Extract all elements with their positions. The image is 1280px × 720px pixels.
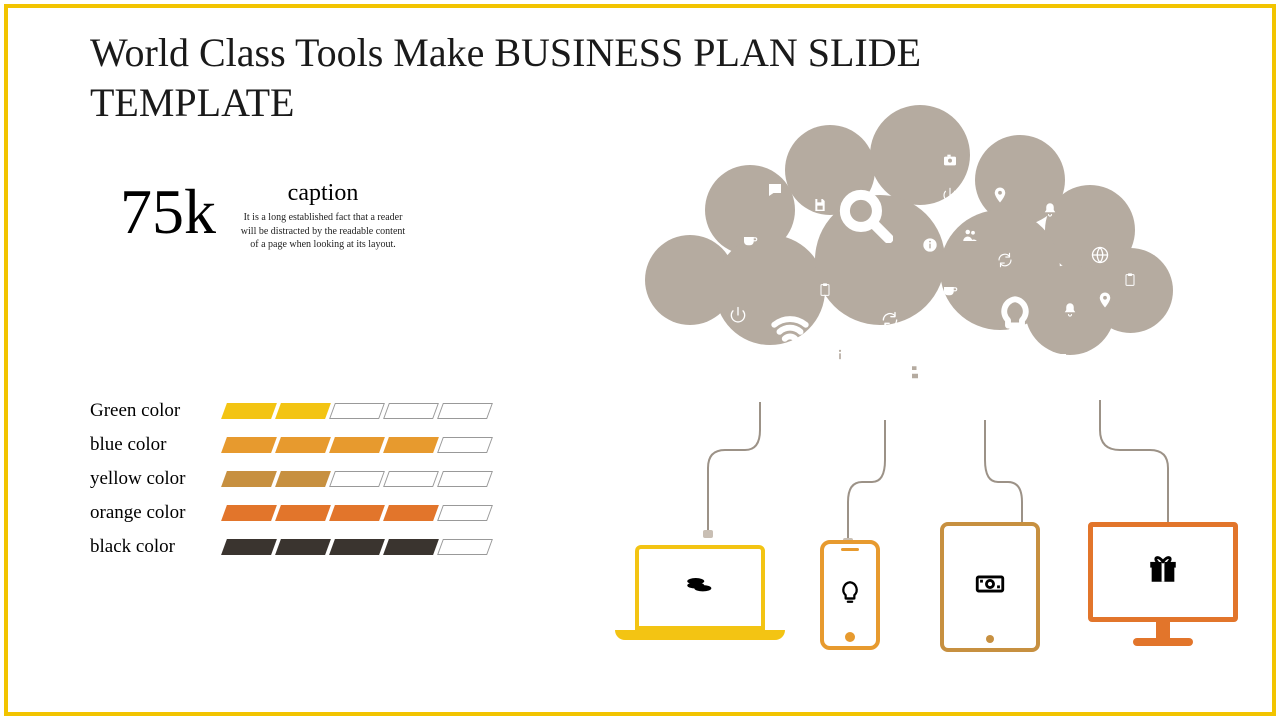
bar-label: yellow color [90, 468, 224, 490]
bell-icon [1061, 301, 1079, 319]
bar-row: yellow color [90, 468, 490, 490]
bar-label: blue color [90, 434, 224, 456]
globe-icon [1090, 245, 1110, 265]
phone-speaker [841, 548, 859, 551]
stat-value: 75k [120, 180, 216, 244]
bar-segment [383, 539, 439, 555]
power-icon [728, 305, 748, 325]
power-icon [941, 186, 959, 204]
bar-row: black color [90, 536, 490, 558]
clipboard-icon [817, 282, 833, 298]
phone-device [820, 540, 880, 650]
camera-icon [942, 152, 958, 168]
users-icon [961, 226, 979, 244]
gear-icon [959, 324, 981, 346]
bar-segment [275, 471, 331, 487]
bar-segment [221, 437, 277, 453]
chat-icon [1051, 351, 1069, 369]
stat-caption-title: caption [238, 180, 408, 207]
bar-segment [437, 505, 493, 521]
device-row [630, 510, 1240, 680]
bar-segment [221, 471, 277, 487]
bar-segment [329, 437, 385, 453]
bar-label: black color [90, 536, 224, 558]
pie-icon [771, 367, 789, 385]
bar-row: Green color [90, 400, 490, 422]
bar-segment [383, 403, 439, 419]
pin-icon [991, 186, 1009, 204]
tablet-body [940, 522, 1040, 652]
bar-segment [329, 471, 385, 487]
bar-segment [275, 437, 331, 453]
stat-caption: caption It is a long established fact th… [238, 180, 408, 252]
cloud-icon-cluster [650, 140, 1210, 420]
bar-segment [329, 505, 385, 521]
bar-segments [224, 505, 490, 521]
bar-segment [275, 505, 331, 521]
bar-segments [224, 539, 490, 555]
bar-segment [221, 539, 277, 555]
bar-segment [383, 471, 439, 487]
refresh-icon [880, 310, 900, 330]
refresh-icon [996, 251, 1014, 269]
bar-segment [437, 403, 493, 419]
bell-icon [1041, 201, 1059, 219]
cup-icon [941, 281, 959, 299]
bar-segment [275, 403, 331, 419]
info-icon [922, 237, 938, 253]
gift-icon [1146, 552, 1180, 593]
mail-icon [847, 377, 863, 393]
pie-icon [1121, 341, 1139, 359]
bulb-icon [837, 579, 863, 612]
laptop-base [615, 630, 785, 640]
bar-segments [224, 471, 490, 487]
cart-icon [948, 364, 966, 382]
headset-icon [705, 340, 725, 360]
bar-segment [329, 539, 385, 555]
bar-segment [383, 505, 439, 521]
monitor-base [1133, 638, 1193, 646]
phone-body [820, 540, 880, 650]
monitor-stand [1156, 622, 1170, 638]
stat-caption-body: It is a long established fact that a rea… [238, 211, 408, 252]
wifi-icon [769, 309, 811, 351]
monitor-device [1088, 522, 1238, 646]
bar-segment [275, 539, 331, 555]
bar-segment [437, 471, 493, 487]
bar-label: orange color [90, 502, 224, 524]
bar-segment [221, 505, 277, 521]
stat-block: 75k caption It is a long established fac… [120, 180, 408, 252]
bar-row: orange color [90, 502, 490, 524]
laptop-device [635, 545, 785, 640]
bulb-icon [994, 294, 1036, 336]
bar-segment [437, 437, 493, 453]
bar-row: blue color [90, 434, 490, 456]
color-bar-chart: Green color blue color yellow color orange … [90, 400, 490, 558]
pin-icon [1096, 291, 1114, 309]
bar-segment [329, 403, 385, 419]
bar-segments [224, 403, 490, 419]
cash-icon [973, 567, 1007, 608]
cloud-infographic [630, 130, 1240, 690]
info-icon [830, 345, 850, 365]
save-icon [906, 364, 924, 382]
bar-segments [224, 437, 490, 453]
search-icon [838, 188, 893, 243]
bar-segment [383, 437, 439, 453]
coins-icon [683, 567, 717, 608]
phone-home-button [845, 632, 855, 642]
clipboard-icon [1122, 272, 1138, 288]
laptop-screen [635, 545, 765, 630]
bar-label: Green color [90, 400, 224, 422]
bar-segment [437, 539, 493, 555]
tablet-device [940, 522, 1040, 652]
chat-icon [766, 181, 784, 199]
bar-segment [221, 403, 277, 419]
tablet-home-button [986, 635, 994, 643]
save-icon [812, 197, 828, 213]
cup-icon [741, 231, 759, 249]
monitor-screen [1088, 522, 1238, 622]
